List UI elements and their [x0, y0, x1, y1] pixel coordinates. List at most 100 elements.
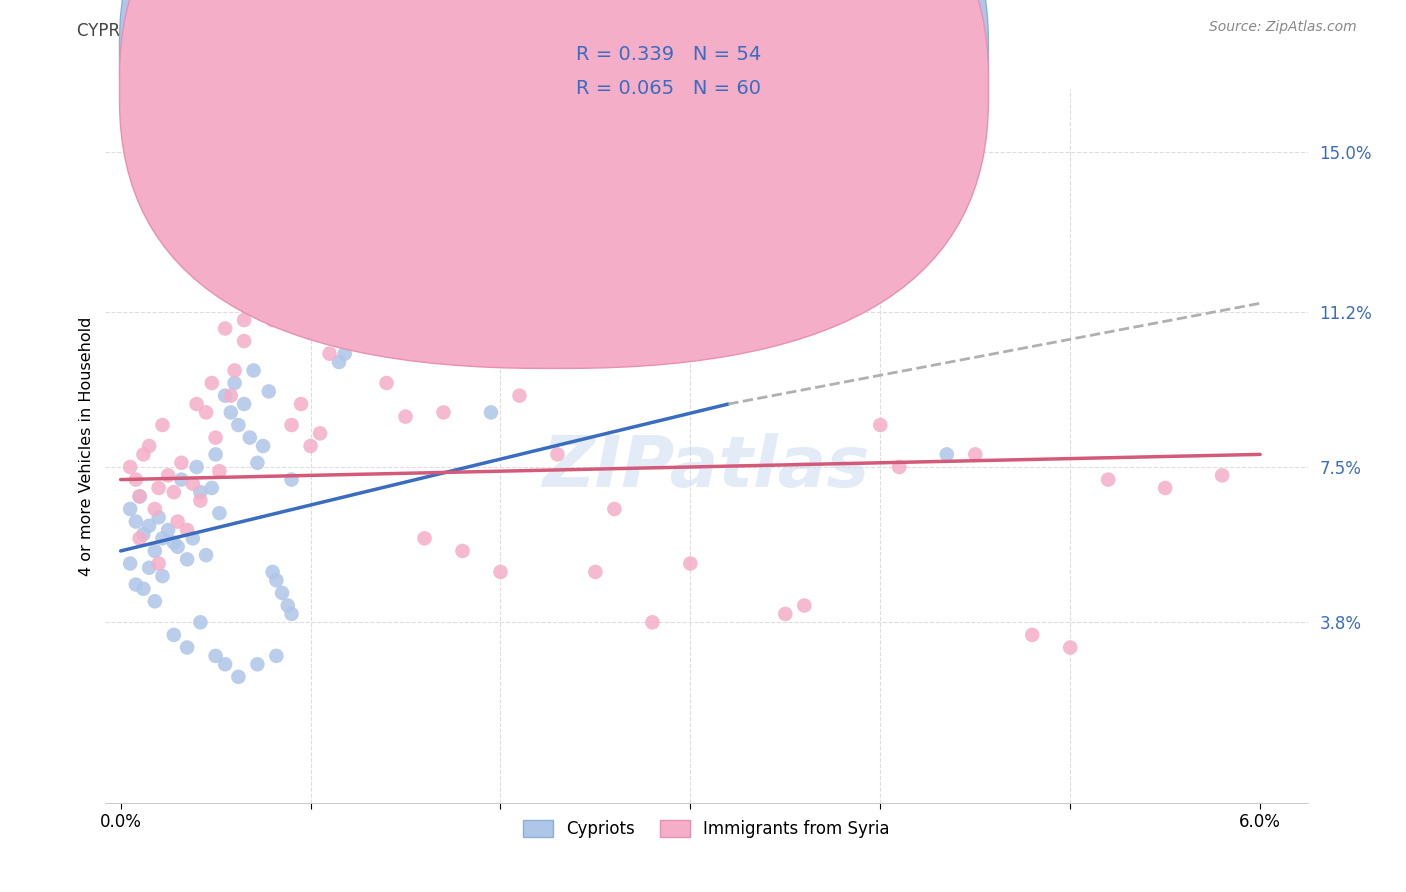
Text: R = 0.339   N = 54: R = 0.339 N = 54: [576, 45, 762, 64]
Point: [309, 426, 332, 441]
Point: [356, 279, 378, 293]
Point: [935, 447, 957, 461]
Point: [138, 560, 160, 574]
Point: [413, 532, 436, 546]
Point: [181, 532, 204, 546]
Point: [132, 582, 155, 596]
Point: [775, 607, 797, 621]
Point: [204, 648, 226, 663]
Point: [375, 376, 398, 390]
Point: [120, 502, 142, 516]
Point: [176, 523, 198, 537]
Point: [214, 321, 236, 335]
Point: [546, 447, 568, 461]
Y-axis label: 4 or more Vehicles in Household: 4 or more Vehicles in Household: [79, 317, 94, 575]
Point: [233, 397, 256, 411]
Point: [163, 628, 186, 642]
Text: R = 0.065   N = 60: R = 0.065 N = 60: [576, 78, 762, 98]
Point: [869, 417, 891, 432]
Point: [204, 447, 226, 461]
Point: [181, 476, 204, 491]
Point: [208, 464, 231, 478]
Point: [176, 640, 198, 655]
Point: [166, 540, 188, 554]
Point: [148, 481, 170, 495]
Point: [280, 473, 302, 487]
Point: [143, 502, 166, 516]
Point: [489, 565, 512, 579]
Point: [152, 417, 174, 432]
Point: [125, 515, 148, 529]
Point: [239, 431, 262, 445]
Point: [233, 313, 256, 327]
Point: [271, 586, 294, 600]
Point: [266, 574, 288, 588]
Point: [451, 544, 474, 558]
Point: [204, 431, 226, 445]
Point: [176, 552, 198, 566]
Point: [214, 657, 236, 672]
Point: [328, 355, 350, 369]
Legend: Cypriots, Immigrants from Syria: Cypriots, Immigrants from Syria: [516, 813, 897, 845]
Point: [128, 532, 150, 546]
Point: [1021, 628, 1043, 642]
Point: [201, 481, 224, 495]
Point: [257, 384, 280, 399]
Text: ZIPatlas: ZIPatlas: [543, 433, 870, 502]
Point: [479, 405, 502, 419]
Point: [262, 313, 284, 327]
Point: [1097, 473, 1119, 487]
Point: [246, 456, 269, 470]
Point: [277, 599, 299, 613]
Point: [641, 615, 664, 630]
Point: [195, 548, 218, 562]
Point: [190, 485, 212, 500]
Point: [152, 532, 174, 546]
Point: [186, 460, 208, 475]
Point: [252, 220, 274, 235]
Point: [208, 506, 231, 520]
Point: [965, 447, 987, 461]
Point: [138, 439, 160, 453]
Point: [219, 405, 242, 419]
Point: [271, 208, 294, 222]
Point: [157, 523, 180, 537]
Point: [190, 493, 212, 508]
Point: [1211, 468, 1233, 483]
Point: [246, 657, 269, 672]
Point: [195, 405, 218, 419]
Point: [299, 439, 322, 453]
Point: [228, 670, 250, 684]
Point: [148, 557, 170, 571]
Point: [143, 544, 166, 558]
Point: [889, 460, 911, 475]
Point: [152, 569, 174, 583]
Point: [508, 389, 530, 403]
Point: [157, 468, 180, 483]
Point: [266, 648, 288, 663]
Point: [603, 502, 626, 516]
Point: [224, 376, 246, 390]
Point: [394, 409, 416, 424]
Point: [125, 577, 148, 591]
Point: [132, 447, 155, 461]
Point: [252, 439, 274, 453]
Point: [128, 489, 150, 503]
Point: [333, 346, 356, 360]
Text: CYPRIOT VS IMMIGRANTS FROM SYRIA 4 OR MORE VEHICLES IN HOUSEHOLD CORRELATION CHA: CYPRIOT VS IMMIGRANTS FROM SYRIA 4 OR MO…: [77, 22, 901, 40]
Point: [143, 594, 166, 608]
Point: [170, 473, 193, 487]
Point: [170, 456, 193, 470]
Point: [219, 389, 242, 403]
Point: [337, 304, 360, 318]
Point: [224, 363, 246, 377]
Point: [138, 518, 160, 533]
Point: [214, 389, 236, 403]
Point: [242, 363, 264, 377]
Point: [186, 397, 208, 411]
Point: [125, 473, 148, 487]
Point: [163, 485, 186, 500]
Point: [132, 527, 155, 541]
Point: [120, 460, 142, 475]
Point: [201, 376, 224, 390]
